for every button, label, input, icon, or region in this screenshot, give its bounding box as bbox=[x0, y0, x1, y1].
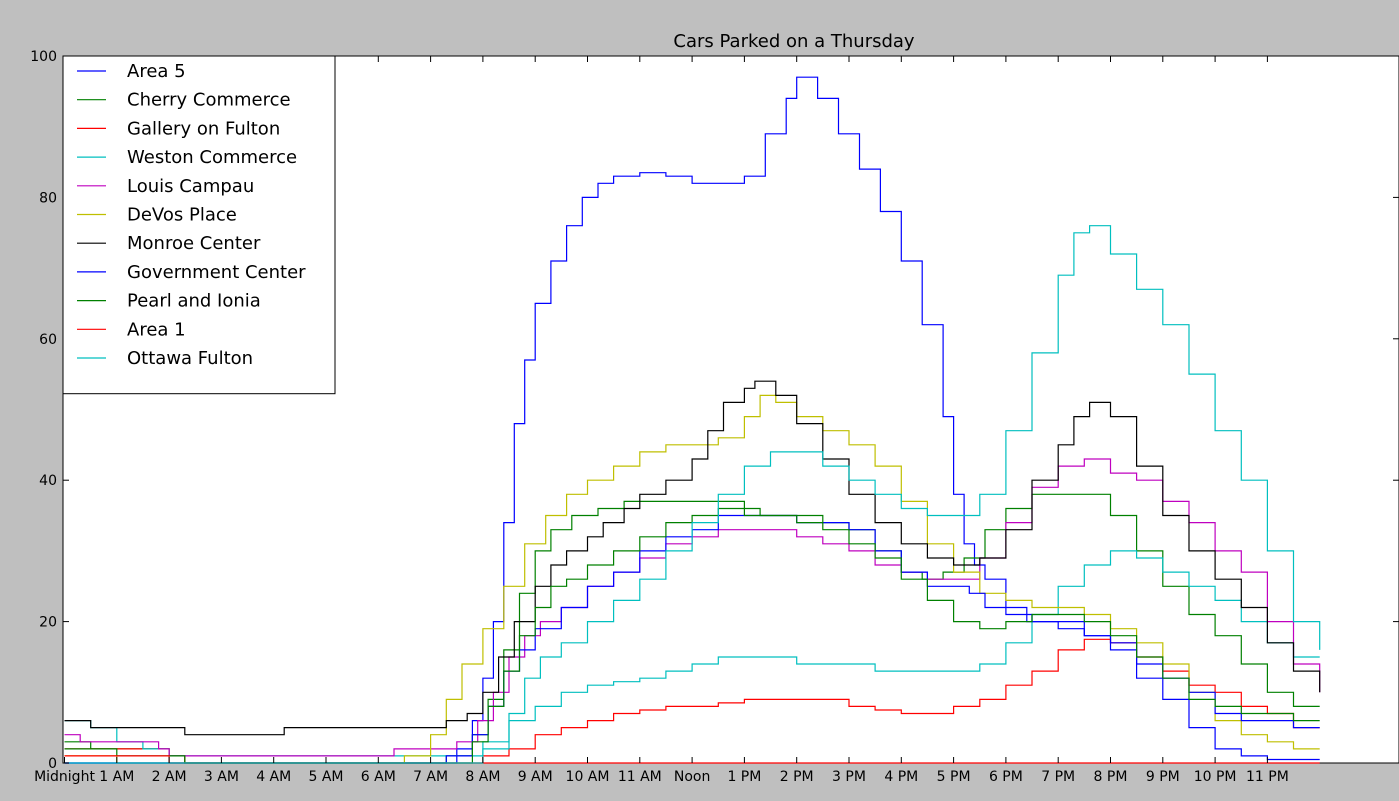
legend-label-2: Gallery on Fulton bbox=[127, 118, 280, 139]
x-tick-label-11: 11 AM bbox=[618, 769, 662, 785]
x-tick-label-5: 5 AM bbox=[308, 769, 343, 785]
series-line-9 bbox=[64, 755, 1320, 764]
legend-label-4: Louis Campau bbox=[127, 176, 254, 197]
x-tick-label-16: 4 PM bbox=[884, 769, 918, 785]
legend-label-6: Monroe Center bbox=[127, 233, 261, 254]
x-tick-label-4: 4 AM bbox=[256, 769, 291, 785]
x-tick-label-1: 1 AM bbox=[99, 769, 134, 785]
series-line-10 bbox=[64, 225, 1321, 764]
series-line-4 bbox=[64, 458, 1321, 757]
x-tick-label-12: Noon bbox=[674, 769, 710, 785]
x-tick-label-6: 6 AM bbox=[361, 769, 396, 785]
x-tick-label-9: 9 AM bbox=[518, 769, 553, 785]
x-tick-label-14: 2 PM bbox=[780, 769, 814, 785]
y-tick-label-1: 20 bbox=[39, 615, 57, 631]
x-tick-label-17: 5 PM bbox=[937, 769, 971, 785]
legend-label-9: Area 1 bbox=[127, 319, 186, 340]
legend-label-10: Ottawa Fulton bbox=[127, 348, 253, 369]
x-tick-label-18: 6 PM bbox=[989, 769, 1023, 785]
series-line-6 bbox=[64, 380, 1321, 736]
x-tick-label-0: Midnight bbox=[34, 769, 95, 785]
x-tick-label-13: 1 PM bbox=[727, 769, 761, 785]
x-tick-label-15: 3 PM bbox=[832, 769, 866, 785]
legend-label-5: DeVos Place bbox=[127, 205, 237, 226]
series-line-7 bbox=[64, 514, 1320, 764]
x-tick-label-8: 8 AM bbox=[465, 769, 500, 785]
y-tick-label-3: 60 bbox=[39, 332, 57, 348]
x-tick-label-22: 10 PM bbox=[1194, 769, 1237, 785]
series-line-2 bbox=[64, 638, 1320, 764]
y-tick-label-2: 40 bbox=[39, 473, 57, 489]
series-line-8 bbox=[64, 507, 1320, 764]
legend-label-3: Weston Commerce bbox=[127, 147, 297, 168]
x-tick-label-21: 9 PM bbox=[1146, 769, 1180, 785]
x-tick-label-7: 7 AM bbox=[413, 769, 448, 785]
x-tick-label-10: 10 AM bbox=[566, 769, 610, 785]
x-tick-label-23: 11 PM bbox=[1246, 769, 1289, 785]
x-tick-label-19: 7 PM bbox=[1041, 769, 1075, 785]
y-tick-label-4: 80 bbox=[39, 190, 57, 206]
x-tick-label-3: 3 AM bbox=[204, 769, 239, 785]
y-tick-label-0: 0 bbox=[48, 756, 57, 772]
chart-title: Cars Parked on a Thursday bbox=[673, 31, 915, 52]
legend-box bbox=[62, 55, 336, 395]
y-tick-label-5: 100 bbox=[30, 49, 57, 65]
x-tick-label-2: 2 AM bbox=[152, 769, 187, 785]
legend-label-1: Cherry Commerce bbox=[127, 90, 291, 111]
legend-label-8: Pearl and Ionia bbox=[127, 291, 261, 312]
legend-label-0: Area 5 bbox=[127, 61, 186, 82]
x-tick-label-20: 8 PM bbox=[1094, 769, 1128, 785]
legend-label-7: Government Center bbox=[127, 262, 306, 283]
